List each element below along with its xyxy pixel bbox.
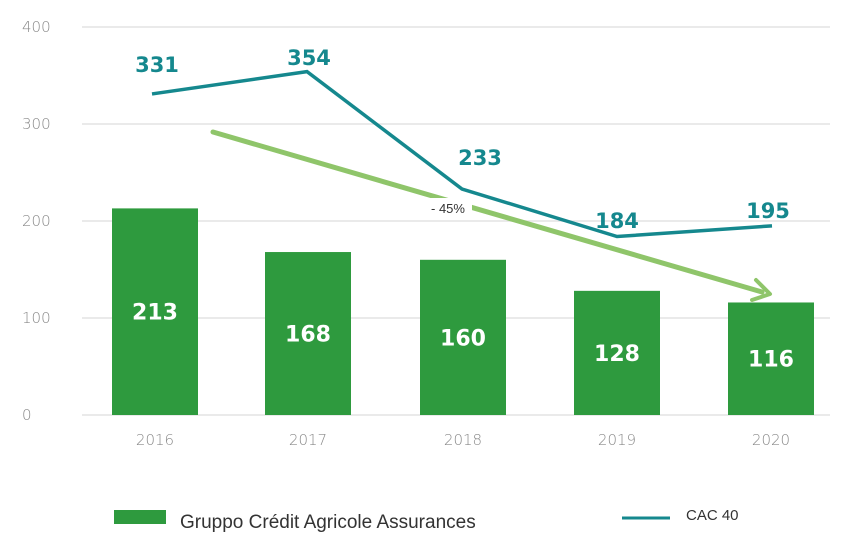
bar-value-label: 160 xyxy=(440,326,486,351)
x-axis: 2016 2017 2018 2019 2020 xyxy=(136,431,790,449)
bars: 213 168 160 128 116 xyxy=(112,208,814,415)
line-value-label: 331 xyxy=(135,53,179,77)
legend-label-line: CAC 40 xyxy=(686,507,739,524)
bar xyxy=(420,259,506,415)
line-value-label: 184 xyxy=(595,209,639,233)
bar-value-label: 128 xyxy=(594,342,640,367)
y-tick-label: 400 xyxy=(22,18,51,36)
grid-lines xyxy=(82,26,830,416)
cac40-line: 331 354 233 184 195 xyxy=(135,46,790,239)
line-value-label: 233 xyxy=(458,146,502,170)
trend-label-bg xyxy=(424,198,472,218)
trend-arrowhead xyxy=(750,278,772,302)
bar-value-label: 116 xyxy=(748,348,794,373)
legend-label-bar: Gruppo Crédit Agricole Assurances xyxy=(180,512,476,533)
bar xyxy=(112,208,198,415)
trend-arrow: - 45% xyxy=(210,129,772,302)
y-axis: 0 100 200 300 400 xyxy=(22,18,51,424)
line-value-label: 354 xyxy=(287,46,331,70)
line-path xyxy=(151,69,773,239)
x-tick-label: 2018 xyxy=(444,431,482,449)
y-tick-label: 0 xyxy=(22,406,32,424)
line-value-label: 195 xyxy=(746,199,790,223)
bar xyxy=(574,290,660,415)
bar xyxy=(728,302,814,415)
trend-line xyxy=(210,129,765,295)
y-tick-label: 200 xyxy=(22,212,51,230)
x-tick-label: 2017 xyxy=(289,431,327,449)
trend-label: - 45% xyxy=(431,201,465,216)
x-tick-label: 2020 xyxy=(752,431,790,449)
x-tick-label: 2016 xyxy=(136,431,174,449)
bar-value-label: 168 xyxy=(285,323,331,348)
legend: Gruppo Crédit Agricole Assurances CAC 40 xyxy=(114,507,739,533)
legend-swatch-bar xyxy=(114,510,166,524)
bar-value-label: 213 xyxy=(132,301,178,326)
x-tick-label: 2019 xyxy=(598,431,636,449)
bar xyxy=(265,252,351,415)
y-tick-label: 100 xyxy=(22,309,51,327)
y-tick-label: 300 xyxy=(22,115,51,133)
